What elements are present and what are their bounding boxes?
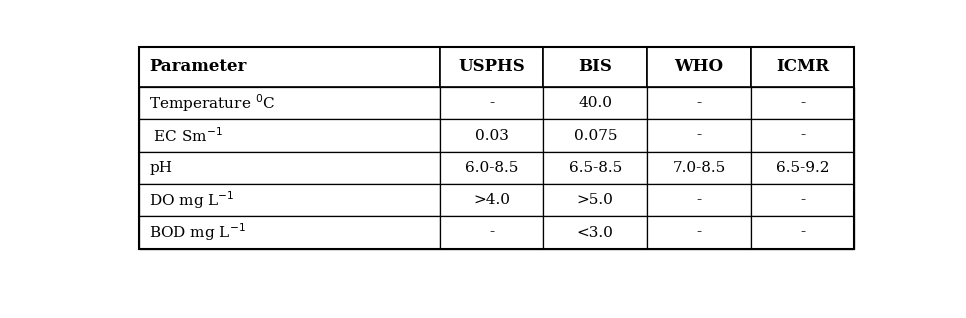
Bar [139, 87, 440, 120]
Bar [544, 87, 647, 120]
Bar [647, 184, 751, 217]
Bar [139, 217, 440, 249]
Bar [139, 47, 854, 249]
Text: 40.0: 40.0 [579, 96, 612, 110]
Text: 7.0-8.5: 7.0-8.5 [672, 161, 725, 175]
Text: EC Sm$^{-1}$: EC Sm$^{-1}$ [149, 126, 223, 145]
Text: <3.0: <3.0 [577, 225, 613, 239]
Bar [647, 217, 751, 249]
Text: BIS: BIS [579, 59, 612, 75]
Bar [440, 87, 544, 120]
Bar [440, 184, 544, 217]
Text: 6.5-9.2: 6.5-9.2 [776, 161, 830, 175]
Text: 6.0-8.5: 6.0-8.5 [465, 161, 519, 175]
Bar [139, 47, 440, 87]
Bar [139, 120, 440, 152]
Text: >5.0: >5.0 [577, 193, 613, 207]
Bar [647, 152, 751, 184]
Bar [544, 152, 647, 184]
Bar [751, 120, 855, 152]
Text: -: - [696, 193, 701, 207]
Text: -: - [800, 193, 805, 207]
Bar [139, 152, 440, 184]
Bar [544, 120, 647, 152]
Text: DO mg L$^{-1}$: DO mg L$^{-1}$ [149, 190, 235, 211]
Text: -: - [800, 96, 805, 110]
Text: -: - [800, 128, 805, 142]
Bar [751, 152, 855, 184]
Bar [440, 152, 544, 184]
Text: pH: pH [149, 161, 172, 175]
Text: -: - [800, 225, 805, 239]
Text: -: - [696, 225, 701, 239]
Bar [751, 184, 855, 217]
Bar [440, 47, 544, 87]
Text: WHO: WHO [674, 59, 724, 75]
Bar [647, 87, 751, 120]
Text: BOD mg L$^{-1}$: BOD mg L$^{-1}$ [149, 222, 246, 243]
Text: -: - [696, 96, 701, 110]
Bar [544, 184, 647, 217]
Text: -: - [489, 96, 495, 110]
Bar [751, 87, 855, 120]
Text: -: - [696, 128, 701, 142]
Bar [647, 47, 751, 87]
Text: USPHS: USPHS [458, 59, 525, 75]
Text: 6.5-8.5: 6.5-8.5 [569, 161, 622, 175]
Bar [544, 47, 647, 87]
Bar [440, 217, 544, 249]
Bar [751, 217, 855, 249]
Bar [139, 184, 440, 217]
Text: Temperature $^0$C: Temperature $^0$C [149, 93, 275, 114]
Text: >4.0: >4.0 [473, 193, 510, 207]
Text: 0.075: 0.075 [574, 128, 617, 142]
Bar [544, 217, 647, 249]
Text: 0.03: 0.03 [474, 128, 508, 142]
Text: Parameter: Parameter [149, 59, 246, 75]
Bar [440, 120, 544, 152]
Text: -: - [489, 225, 495, 239]
Bar [647, 120, 751, 152]
Text: ICMR: ICMR [776, 59, 829, 75]
Bar [751, 47, 855, 87]
